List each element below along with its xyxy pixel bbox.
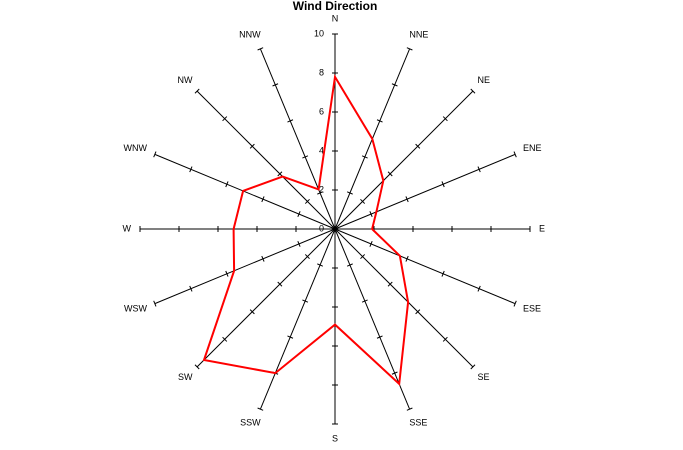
tick-mark — [441, 270, 445, 277]
tick-mark — [442, 336, 448, 342]
r-tick-label: 8 — [319, 67, 324, 77]
tick-mark — [153, 151, 157, 158]
tick-mark — [470, 364, 476, 370]
tick-mark — [387, 171, 393, 177]
tick-mark — [405, 196, 409, 203]
tick-mark — [369, 211, 373, 218]
tick-mark — [415, 309, 421, 315]
tick-mark — [406, 407, 413, 411]
tick-mark — [415, 143, 421, 149]
tick-mark — [257, 47, 264, 51]
r-tick-label: 0 — [319, 223, 324, 233]
tick-mark — [406, 47, 413, 51]
category-label: S — [332, 433, 338, 443]
tick-mark — [477, 166, 481, 173]
tick-mark — [391, 83, 398, 87]
tick-mark — [477, 285, 481, 292]
tick-mark — [194, 88, 200, 94]
tick-mark — [225, 270, 229, 277]
category-label: SSE — [409, 417, 427, 427]
category-label: NNE — [409, 29, 428, 39]
tick-mark — [441, 181, 445, 188]
tick-mark — [387, 281, 393, 287]
spoke — [334, 228, 516, 305]
spoke — [259, 48, 336, 230]
series-line — [202, 73, 410, 386]
tick-mark — [261, 196, 265, 203]
spoke — [196, 90, 336, 230]
tick-mark — [277, 171, 283, 177]
tick-mark — [302, 299, 309, 303]
tick-mark — [249, 143, 255, 149]
category-label: E — [539, 223, 545, 233]
spoke — [196, 228, 336, 368]
category-label: NNW — [239, 29, 261, 39]
tick-mark — [194, 364, 200, 370]
r-tick-label: 6 — [319, 106, 324, 116]
category-label: SW — [178, 372, 193, 382]
spoke — [259, 228, 336, 410]
tick-mark — [470, 88, 476, 94]
tick-mark — [513, 151, 517, 158]
category-label: SSW — [240, 417, 261, 427]
tick-mark — [297, 240, 301, 247]
r-tick-label: 4 — [319, 145, 324, 155]
category-label: WSW — [124, 304, 147, 314]
tick-mark — [361, 155, 368, 159]
tick-mark — [317, 191, 324, 195]
tick-mark — [257, 407, 264, 411]
category-label: ENE — [523, 143, 542, 153]
tick-mark — [513, 300, 517, 307]
tick-mark — [302, 155, 309, 159]
tick-mark — [272, 83, 279, 87]
tick-mark — [405, 255, 409, 262]
tick-mark — [277, 281, 283, 287]
category-label: W — [123, 223, 132, 233]
r-tick-label: 10 — [314, 28, 324, 38]
tick-mark — [189, 285, 193, 292]
r-tick-label: 2 — [319, 184, 324, 194]
tick-mark — [391, 371, 398, 375]
tick-mark — [360, 198, 366, 204]
category-label: WNW — [123, 143, 147, 153]
tick-mark — [287, 119, 294, 123]
tick-mark — [189, 166, 193, 173]
spoke — [334, 90, 474, 230]
category-label: NE — [477, 75, 490, 85]
spoke — [154, 228, 336, 305]
tick-mark — [346, 191, 353, 195]
spoke — [334, 153, 516, 230]
tick-mark — [361, 299, 368, 303]
chart-title: Wind Direction — [293, 0, 378, 13]
tick-mark — [287, 335, 294, 339]
category-label: NW — [178, 75, 193, 85]
tick-mark — [317, 263, 324, 267]
tick-mark — [222, 336, 228, 342]
tick-mark — [376, 119, 383, 123]
spoke — [334, 228, 474, 368]
tick-mark — [346, 263, 353, 267]
spoke — [154, 153, 336, 230]
tick-mark — [376, 335, 383, 339]
tick-mark — [153, 300, 157, 307]
tick-mark — [304, 198, 310, 204]
tick-mark — [360, 254, 366, 260]
tick-mark — [297, 211, 301, 218]
tick-mark — [225, 181, 229, 188]
category-label: SE — [477, 372, 489, 382]
tick-mark — [442, 116, 448, 122]
tick-mark — [304, 254, 310, 260]
tick-mark — [222, 116, 228, 122]
category-label: ESE — [523, 304, 541, 314]
tick-mark — [249, 309, 255, 315]
tick-mark — [369, 240, 373, 247]
category-label: N — [332, 13, 339, 23]
spoke — [334, 228, 411, 410]
tick-mark — [261, 255, 265, 262]
